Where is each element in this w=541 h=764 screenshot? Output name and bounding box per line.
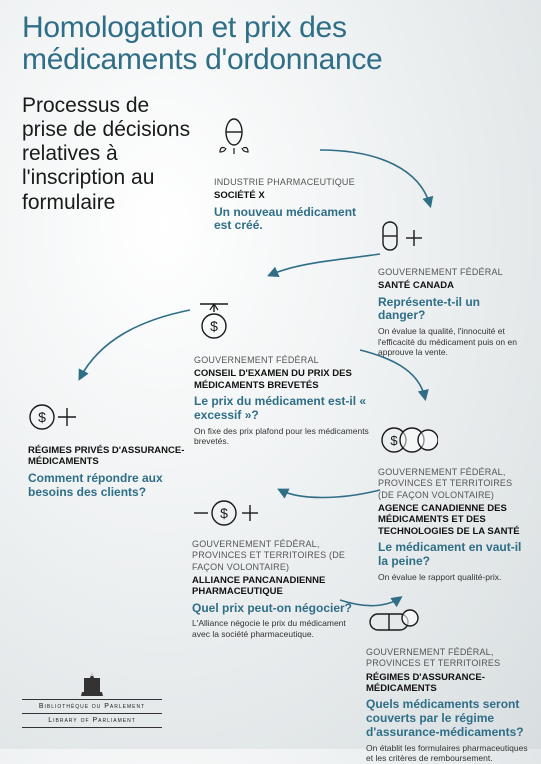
dollar-cap-icon: $ xyxy=(194,300,374,349)
node-detail: On évalue le rapport qualité-prix. xyxy=(378,572,530,583)
node-agency: RÉGIMES PRIVÉS D'ASSURANCE-MÉDICAMENTS xyxy=(28,445,188,468)
flow-arrow-3 xyxy=(80,310,190,378)
footer-text-2: Library of Parliament xyxy=(22,717,162,724)
flow-node-n5: $ RÉGIMES PRIVÉS D'ASSURANCE-MÉDICAMENTS C… xyxy=(28,400,188,502)
flow-node-n1: INDUSTRIE PHARMACEUTIQUE SOCIÉTÉ X Un nouv… xyxy=(214,118,364,236)
flow-arrow-4 xyxy=(280,490,380,498)
node-question: Un nouveau médicament est créé. xyxy=(214,206,364,234)
node-agency: RÉGIMES D'ASSURANCE-MÉDICAMENTS xyxy=(366,672,530,695)
node-dept: GOUVERNEMENT FÉDÉRAL xyxy=(194,355,374,366)
node-dept: GOUVERNEMENT FÉDÉRAL xyxy=(378,267,528,278)
node-dept: GOUVERNEMENT FÉDÉRAL, PROVINCES ET TERRI… xyxy=(192,539,362,573)
node-detail: On établit les formulaires pharmaceutiqu… xyxy=(366,743,530,764)
parliament-icon xyxy=(78,672,106,696)
svg-text:$: $ xyxy=(38,409,46,425)
flow-node-n6: $ GOUVERNEMENT FÉDÉRAL, PROVINCES ET TERR… xyxy=(192,498,362,640)
node-dept: GOUVERNEMENT FÉDÉRAL, PROVINCES ET TERRI… xyxy=(366,647,530,670)
pill-leaf-icon xyxy=(214,118,364,171)
flow-node-n7: GOUVERNEMENT FÉDÉRAL, PROVINCES ET TERRI… xyxy=(366,608,530,764)
node-question: Le prix du médicament est-il « excessif … xyxy=(194,395,374,423)
flow-node-n4: $ GOUVERNEMENT FÉDÉRAL, PROVINCES ET TERR… xyxy=(378,418,530,582)
node-question: Comment répondre aux besoins des clients… xyxy=(28,472,188,500)
footer-text-1: Bibliothèque du Parlement xyxy=(22,703,162,710)
flow-arrow-1 xyxy=(270,254,380,275)
node-detail: On fixe des prix plafond pour les médica… xyxy=(194,426,374,447)
node-agency: SANTÉ CANADA xyxy=(378,280,528,291)
pill-plus-icon xyxy=(378,220,528,261)
node-question: Quels médicaments seront couverts par le… xyxy=(366,698,530,739)
minus-dollar-plus-icon: $ xyxy=(192,498,362,533)
node-detail: L'Alliance négocie le prix du médicament… xyxy=(192,618,362,639)
flow-node-n3: $ GOUVERNEMENT FÉDÉRAL CONSEIL D'EXAMEN DU… xyxy=(194,300,374,447)
capsule-icon xyxy=(366,608,530,641)
node-detail: On évalue la qualité, l'innocuité et l'e… xyxy=(378,326,528,358)
node-agency: AGENCE CANADIENNE DES MÉDICAMENTS ET DES… xyxy=(378,503,530,537)
node-question: Le médicament en vaut-il la peine? xyxy=(378,541,530,569)
footer: Bibliothèque du Parlement Library of Par… xyxy=(22,672,162,731)
node-agency: ALLIANCE PANCANADIENNE PHARMACEUTIQUE xyxy=(192,575,362,598)
flow-node-n2: GOUVERNEMENT FÉDÉRAL SANTÉ CANADA Représen… xyxy=(378,220,528,358)
node-question: Quel prix peut-on négocier? xyxy=(192,602,362,616)
node-dept: GOUVERNEMENT FÉDÉRAL, PROVINCES ET TERRI… xyxy=(378,467,530,501)
node-question: Représente-t-il un danger? xyxy=(378,296,528,324)
node-dept: INDUSTRIE PHARMACEUTIQUE xyxy=(214,177,364,188)
svg-text:$: $ xyxy=(210,318,218,334)
dollar-plus-icon: $ xyxy=(28,400,188,439)
node-agency: CONSEIL D'EXAMEN DU PRIX DES MÉDICAMENTS… xyxy=(194,368,374,391)
svg-text:$: $ xyxy=(220,505,228,521)
node-agency: SOCIÉTÉ X xyxy=(214,190,364,201)
svg-text:$: $ xyxy=(390,433,398,448)
coins-icon: $ xyxy=(378,418,530,461)
